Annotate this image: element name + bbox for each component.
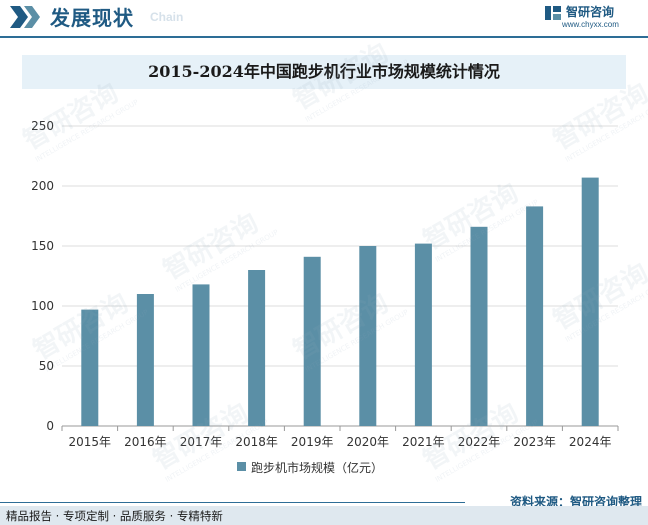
x-tick-label: 2019年	[291, 435, 334, 449]
x-tick-label: 2023年	[513, 435, 556, 449]
source-note: 资料来源：智研咨询整理	[509, 495, 642, 509]
bar	[470, 226, 488, 426]
x-tick-label: 2021年	[402, 435, 445, 449]
y-tick-label: 0	[46, 419, 54, 433]
x-tick-label: 2020年	[347, 435, 390, 449]
bar	[81, 309, 99, 426]
bar	[192, 284, 210, 426]
x-tick-label: 2015年	[69, 435, 112, 449]
y-tick-label: 150	[31, 239, 54, 253]
legend-swatch	[237, 462, 246, 471]
brand-logo-icon	[545, 6, 561, 20]
bar	[248, 270, 266, 426]
x-tick-label: 2022年	[458, 435, 501, 449]
y-tick-label: 200	[31, 179, 54, 193]
header-divider	[0, 36, 648, 38]
brand-name: 智研咨询	[566, 5, 615, 19]
footer-divider	[0, 502, 465, 503]
section-subtitle: Chain	[150, 10, 184, 24]
bar	[581, 177, 599, 426]
page-header: 发展现状 Chain 智研咨询 www.chyxx.com	[0, 0, 648, 36]
legend-label: 跑步机市场规模（亿元）	[251, 461, 384, 475]
bar	[303, 256, 321, 426]
x-tick-label: 2017年	[180, 435, 223, 449]
y-tick-label: 100	[31, 299, 54, 313]
section-arrow-icon	[10, 6, 40, 28]
section-title: 发展现状	[50, 6, 134, 30]
x-tick-label: 2016年	[124, 435, 167, 449]
footer-services: 精品报告 · 专项定制 · 品质服务 · 专精特新	[6, 509, 223, 523]
y-tick-label: 50	[39, 359, 54, 373]
brand-url: www.chyxx.com	[562, 20, 619, 29]
bar	[526, 206, 544, 426]
x-tick-label: 2024年	[569, 435, 612, 449]
bar	[414, 243, 432, 426]
chart-title: 2015-2024年中国跑步机行业市场规模统计情况	[22, 55, 626, 89]
footer-bar: 精品报告 · 专项定制 · 品质服务 · 专精特新	[0, 506, 648, 525]
bar	[136, 294, 154, 426]
x-tick-label: 2018年	[235, 435, 278, 449]
y-tick-label: 250	[31, 119, 54, 133]
bar	[359, 246, 377, 426]
brand: 智研咨询 www.chyxx.com	[544, 3, 640, 35]
